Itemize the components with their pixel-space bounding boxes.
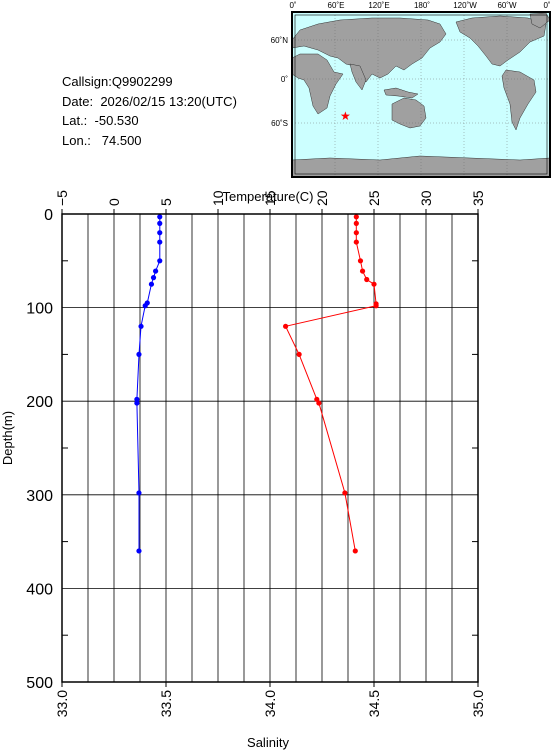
map-lon-label: 0˚ [543, 1, 550, 10]
depth-tick-label: 200 [26, 394, 53, 411]
temperature-profile-point [364, 276, 370, 283]
salinity-profile-point [134, 396, 140, 402]
map-lon-label: 60˚E [328, 1, 345, 10]
temperature-profile-point [359, 268, 366, 274]
temperature-profile-point [353, 230, 359, 236]
date-line: Date: 2026/02/15 13:20(UTC) [62, 92, 237, 112]
map-lat-label: 60˚S [271, 119, 288, 128]
map-lat-label: 0˚ [281, 75, 288, 84]
temperature-profile-point [371, 281, 377, 287]
lon-line: Lon.: 74.500 [62, 131, 237, 151]
lat-label: Lat.: [62, 113, 88, 128]
temperature-axis-title: Temperature(C) [222, 189, 313, 204]
salinity-tick-label: 34.5 [366, 690, 382, 717]
salinity-profile-point [148, 281, 155, 287]
date-label: Date: [62, 93, 94, 109]
temperature-profile-point [357, 258, 364, 264]
lon-value: 74.500 [101, 132, 142, 148]
temperature-tick-label: 25 [366, 190, 382, 206]
depth-tick-label: 0 [44, 207, 53, 224]
map-lon-labels: 0˚ 60˚E 120˚E 180˚ 120˚W 60˚W 0˚ [289, 1, 550, 10]
lon-label: Lon.: [62, 132, 91, 148]
temperature-profile-point [353, 220, 359, 226]
salinity-profile-point [136, 490, 142, 496]
temperature-tick-label: 20 [314, 190, 330, 206]
depth-tick-label: 400 [26, 581, 53, 598]
salinity-profile-point [136, 351, 142, 357]
depth-tick-label: 500 [26, 675, 53, 692]
map-lon-label: 180˚ [414, 1, 430, 10]
map-land [291, 12, 551, 178]
map-lat-label: 60˚N [271, 36, 289, 45]
date-value: 2026/02/15 13:20(UTC) [100, 93, 237, 109]
lat-value: -50.530 [94, 113, 139, 128]
depth-tick-labels: 0 100 200 300 400 500 [26, 207, 53, 692]
salinity-profile-point [138, 323, 144, 329]
map-lon-label: 60˚W [497, 1, 517, 10]
salinity-profile-point [157, 258, 163, 264]
series-layer [134, 214, 379, 554]
salinity-profile-point [157, 220, 163, 226]
salinity-tick-label: 34.0 [262, 690, 278, 717]
depth-tick-label: 100 [26, 301, 53, 318]
salinity-tick-labels: 33.0 33.5 34.0 34.5 35.0 [54, 682, 486, 717]
salinity-profile-point [134, 400, 140, 406]
land-greenland [529, 12, 551, 29]
temperature-profile-point [283, 323, 289, 329]
land-indonesia [383, 87, 419, 99]
map-graticule [292, 12, 550, 177]
temperature-tick-label: −5 [54, 190, 70, 206]
map-frame-inner [294, 14, 548, 175]
temperature-profile-point [353, 214, 359, 220]
land-india [349, 63, 367, 91]
temperature-profile-point [342, 490, 348, 496]
salinity-profile-point [157, 239, 163, 245]
salinity-tick-label: 35.0 [470, 690, 486, 717]
land-south-america [501, 69, 537, 131]
location-map: 0˚ 60˚E 120˚E 180˚ 120˚W 60˚W 0˚ 60˚N 0˚… [271, 1, 551, 178]
salinity-profile-point [150, 275, 157, 281]
salinity-profile-point [157, 214, 163, 220]
callsign-value: Q9902299 [111, 74, 173, 89]
lat-line: Lat.: -50.530 [62, 111, 237, 131]
map-frame-outer [291, 11, 551, 178]
salinity-axis-title: Salinity [247, 735, 289, 750]
salinity-tick-label: 33.0 [54, 690, 70, 717]
temperature-tick-label: 30 [418, 190, 434, 206]
depth-axis-title: Depth(m) [0, 411, 15, 465]
map-lat-labels: 60˚N 0˚ 60˚S [271, 36, 289, 128]
land-north-america [455, 15, 547, 67]
salinity-profile-point [153, 268, 159, 274]
station-marker: ★ [340, 109, 351, 123]
temperature-profile-point [296, 351, 302, 357]
temperature-profile-point [316, 400, 322, 406]
temperature-tick-label: 5 [158, 198, 174, 206]
temperature-tick-label: 10 [210, 190, 226, 206]
temperature-tick-label: 0 [106, 198, 122, 206]
temperature-profile-point [352, 548, 358, 554]
salinity-profile-point [142, 303, 148, 309]
temperature-profile-point [373, 303, 379, 309]
callsign-label: Callsign: [62, 74, 112, 89]
temperature-tick-label: 15 [262, 190, 278, 206]
station-info: Callsign:Q9902299 Date: 2026/02/15 13:20… [62, 72, 237, 150]
depth-tick-label: 300 [26, 488, 53, 505]
temperature-profile-point [353, 239, 359, 245]
salinity-profile-point [157, 230, 163, 236]
salinity-profile-point [136, 548, 142, 554]
temperature-tick-labels: −5 0 5 10 15 20 25 30 35 [54, 190, 486, 214]
land-eurasia [291, 17, 447, 83]
land-australia [391, 97, 427, 129]
map-lon-label: 0˚ [289, 1, 296, 10]
map-lon-label: 120˚W [453, 1, 477, 10]
profile-plot: −5 0 5 10 15 20 25 30 35 33.0 33.5 34.0 34.5 35.0 01… [0, 189, 486, 750]
callsign-line: Callsign:Q9902299 [62, 72, 237, 92]
salinity-tick-label: 33.5 [158, 690, 174, 717]
temperature-tick-label: 35 [470, 190, 486, 206]
map-lon-label: 120˚E [368, 1, 389, 10]
depth-minor-ticks [62, 260, 478, 636]
